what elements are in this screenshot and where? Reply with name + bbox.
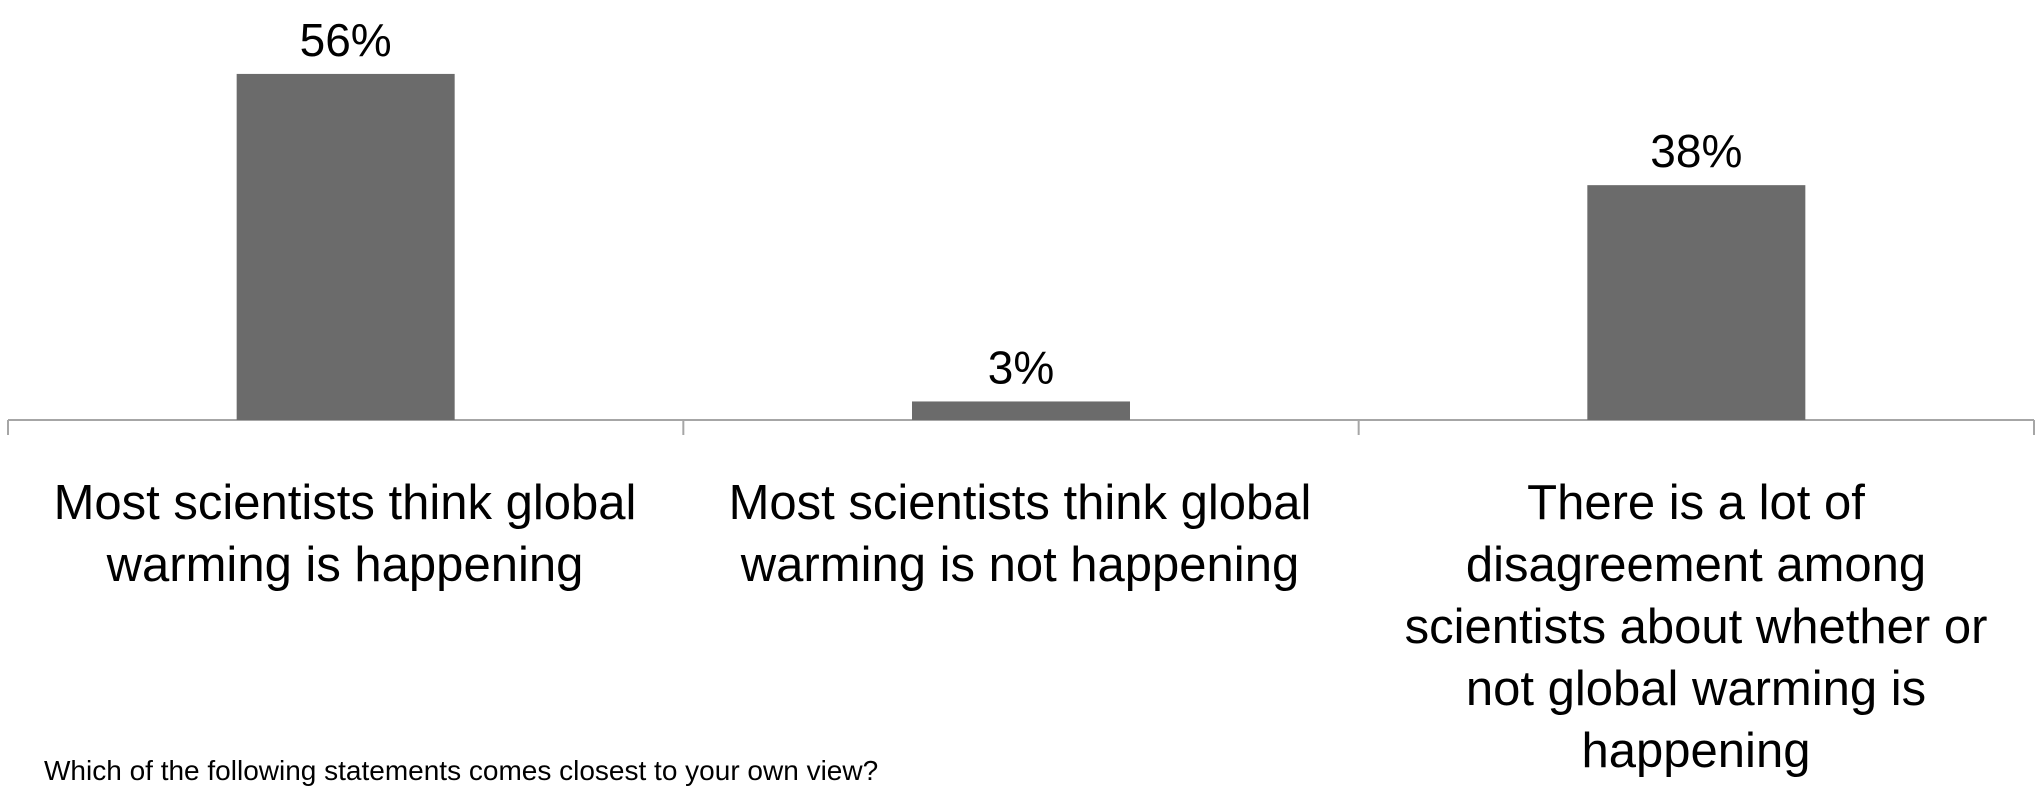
category-label-0: Most scientists think global warming is … bbox=[53, 476, 637, 592]
bar-2 bbox=[1587, 185, 1806, 420]
category-label-1: Most scientists think global warming is … bbox=[728, 476, 1312, 592]
bar-0 bbox=[236, 73, 455, 421]
bar-1 bbox=[912, 401, 1130, 420]
category-label-2: There is a lot of disagreement among sci… bbox=[1404, 476, 1988, 778]
data-label-1: 3% bbox=[988, 341, 1054, 393]
question-caption: Which of the following statements comes … bbox=[44, 755, 879, 786]
data-label-2: 38% bbox=[1650, 125, 1742, 177]
data-label-0: 56% bbox=[300, 14, 392, 66]
